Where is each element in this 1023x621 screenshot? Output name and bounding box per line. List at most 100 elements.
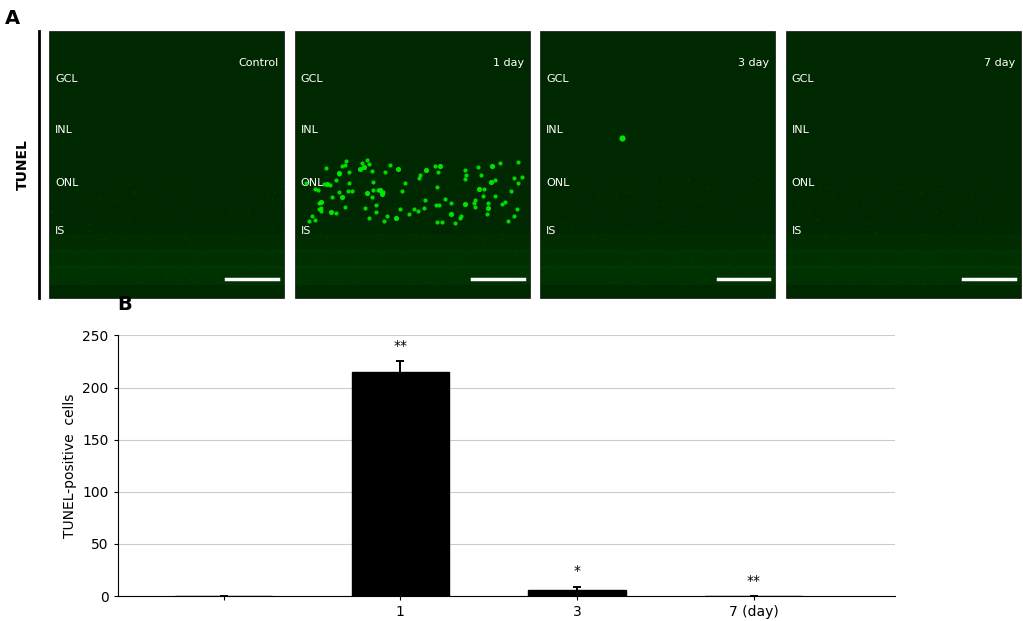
- Bar: [786, 266, 1021, 284]
- Point: [721, 223, 738, 233]
- Point: [700, 270, 716, 280]
- Point: [181, 257, 197, 267]
- Point: [379, 247, 395, 256]
- Point: [189, 276, 206, 286]
- Bar: [49, 250, 284, 269]
- Point: [164, 215, 180, 225]
- Point: [944, 274, 961, 284]
- Point: [457, 207, 474, 217]
- Point: [473, 170, 489, 179]
- Point: [471, 230, 487, 240]
- Point: [230, 184, 247, 194]
- Point: [822, 181, 839, 191]
- Point: [126, 188, 142, 198]
- Point: [106, 246, 123, 256]
- Point: [981, 257, 997, 267]
- Point: [236, 211, 253, 220]
- Point: [429, 183, 445, 193]
- Point: [300, 188, 316, 197]
- Point: [181, 273, 197, 283]
- Point: [340, 186, 356, 196]
- Point: [786, 238, 802, 248]
- Point: [519, 178, 535, 188]
- Point: [654, 199, 670, 209]
- Point: [217, 215, 233, 225]
- Point: [101, 239, 118, 249]
- Point: [886, 262, 902, 272]
- Point: [662, 221, 678, 231]
- Point: [268, 215, 284, 225]
- Point: [392, 204, 408, 214]
- Text: 7 day: 7 day: [983, 58, 1015, 68]
- Point: [122, 217, 138, 227]
- Point: [307, 252, 323, 262]
- Point: [858, 218, 875, 228]
- Point: [318, 163, 335, 173]
- Point: [972, 212, 988, 222]
- Point: [983, 219, 999, 229]
- Point: [650, 213, 666, 223]
- Point: [603, 262, 619, 272]
- Point: [987, 263, 1004, 273]
- Point: [252, 279, 268, 289]
- Point: [604, 232, 620, 242]
- Point: [819, 254, 836, 264]
- Point: [505, 173, 522, 183]
- Point: [925, 173, 941, 183]
- Point: [422, 185, 439, 195]
- Point: [404, 188, 420, 198]
- Point: [100, 196, 117, 206]
- Point: [159, 268, 175, 278]
- Point: [667, 247, 683, 256]
- Point: [542, 199, 559, 209]
- Point: [274, 181, 291, 191]
- Point: [813, 192, 830, 202]
- Point: [80, 219, 96, 229]
- Point: [434, 217, 450, 227]
- Point: [678, 193, 695, 203]
- Point: [484, 161, 500, 171]
- Point: [916, 253, 932, 263]
- Point: [341, 178, 357, 188]
- Point: [710, 240, 726, 250]
- Point: [112, 260, 128, 270]
- Point: [458, 210, 475, 220]
- Point: [932, 184, 948, 194]
- Point: [259, 192, 275, 202]
- Point: [85, 237, 101, 247]
- Point: [841, 278, 857, 288]
- Point: [548, 181, 565, 191]
- Point: [141, 234, 158, 244]
- Point: [660, 209, 676, 219]
- Point: [165, 207, 181, 217]
- Point: [309, 185, 325, 195]
- Point: [509, 204, 526, 214]
- Point: [476, 238, 492, 248]
- Point: [325, 243, 342, 253]
- Point: [136, 273, 152, 283]
- Point: [811, 182, 828, 192]
- Point: [936, 242, 952, 252]
- Point: [382, 247, 398, 256]
- Point: [331, 194, 348, 204]
- Point: [205, 235, 221, 245]
- Point: [949, 186, 966, 196]
- Point: [580, 203, 596, 213]
- Point: [654, 272, 670, 282]
- Point: [401, 229, 417, 238]
- Point: [974, 258, 990, 268]
- Point: [318, 204, 335, 214]
- Point: [74, 252, 90, 261]
- Point: [298, 178, 314, 188]
- Point: [660, 219, 676, 229]
- Point: [429, 200, 445, 210]
- Point: [565, 242, 581, 252]
- Point: [449, 179, 465, 189]
- Point: [657, 264, 673, 274]
- Point: [872, 253, 888, 263]
- Point: [843, 214, 859, 224]
- Point: [474, 228, 490, 238]
- Point: [61, 268, 78, 278]
- Point: [541, 203, 558, 213]
- Point: [445, 239, 461, 249]
